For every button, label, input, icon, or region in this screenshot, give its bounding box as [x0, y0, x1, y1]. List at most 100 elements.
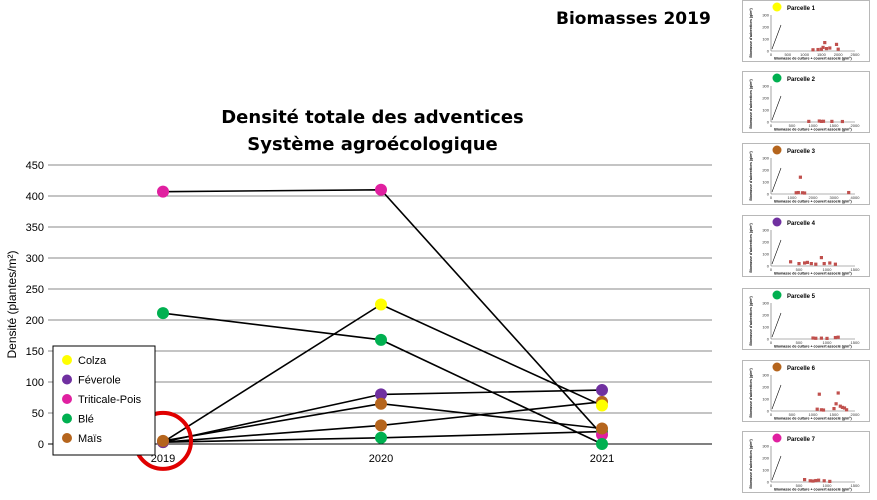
- thumbnail-x-tick: 1000: [809, 412, 819, 417]
- thumbnail-marker: [772, 217, 782, 227]
- thumbnail-x-tick: 1500: [851, 267, 861, 272]
- thumbnail-point: [828, 46, 832, 50]
- legend-label: Féverole: [78, 375, 121, 387]
- thumbnail-x-tick: 0: [770, 123, 773, 128]
- thumbnail-title: Parcelle 1: [787, 6, 816, 12]
- thumbnail-y-label: Biomasse d'adventices (g/m²): [749, 223, 753, 272]
- thumbnail-x-tick: 500: [796, 483, 803, 488]
- thumbnail-y-label: Biomasse d'adventices (g/m²): [749, 296, 753, 345]
- thumbnail-y-tick: 200: [762, 313, 769, 318]
- thumbnail-x-tick: 1500: [817, 52, 827, 57]
- thumbnail-y-tick: 100: [762, 325, 769, 330]
- thumbnail-point: [803, 191, 807, 195]
- thumbnail-y-tick: 100: [762, 180, 769, 185]
- thumbnail-y-tick: 100: [762, 108, 769, 113]
- thumbnail-y-tick: 200: [762, 168, 769, 173]
- thumbnail-plot: Parcelle 3 300 200 100 0 0 1000 2000 3000 4000 Bio…: [742, 143, 870, 205]
- thumbnail-title: Parcelle 5: [787, 294, 816, 300]
- thumbnail-x-tick: 2000: [834, 52, 844, 57]
- thumbnail-point: [840, 405, 844, 409]
- thumbnail-x-tick: 500: [784, 52, 791, 57]
- thumbnail-y-tick: 200: [762, 25, 769, 30]
- thumbnail-marker: [772, 145, 782, 155]
- thumbnail-point: [822, 262, 826, 266]
- thumbnail-point: [825, 336, 829, 340]
- thumbnail-x-tick: 2000: [851, 123, 861, 128]
- thumbnail-reference-line: [771, 167, 782, 193]
- thumbnail-point: [819, 408, 823, 412]
- thumbnail-x-tick: 500: [789, 412, 796, 417]
- data-point: [375, 388, 387, 401]
- series-line: [162, 437, 382, 443]
- thumbnail-title: Parcelle 6: [787, 366, 816, 372]
- thumbnail-reference-line: [771, 24, 782, 50]
- thumbnail-point: [840, 119, 844, 124]
- thumbnail-x-tick: 1000: [823, 267, 833, 272]
- thumbnail-y-tick: 100: [762, 37, 769, 42]
- thumbnail-y-tick: 200: [762, 456, 769, 461]
- chart-subtitle: Système agroécologique: [247, 134, 498, 155]
- thumbnail-point: [819, 119, 823, 123]
- page-title: Biomasses 2019: [556, 9, 711, 29]
- data-point: [157, 434, 169, 447]
- thumbnail-point: [794, 191, 798, 195]
- thumbnail-point: [796, 190, 800, 195]
- data-point: [157, 185, 169, 198]
- thumbnail-x-label: Biomasse de culture + couvert associé (g…: [774, 345, 852, 349]
- thumbnail-y-tick: 0: [767, 120, 770, 125]
- thumbnail-title: Parcelle 4: [787, 221, 816, 227]
- y-tick-label: 300: [26, 253, 44, 265]
- thumbnail-title: Parcelle 3: [787, 149, 816, 155]
- thumbnail-y-tick: 0: [767, 264, 770, 269]
- thumbnail-y-label: Biomasse d'adventices (g/m²): [749, 151, 753, 200]
- thumbnail-point: [798, 175, 802, 179]
- legend-label: Blé: [78, 414, 94, 426]
- thumbnail-point: [808, 479, 812, 483]
- thumbnail-x-tick: 1000: [823, 340, 833, 345]
- data-point: [375, 298, 387, 311]
- thumbnail-x-tick: 500: [789, 123, 796, 128]
- legend-swatch: [62, 413, 72, 424]
- thumbnail-x-tick: 1000: [788, 195, 798, 200]
- thumbnail-point: [819, 47, 823, 51]
- thumbnail-point: [807, 119, 811, 123]
- legend: Colza Féverole Triticale-Pois Blé Maïs: [52, 345, 156, 456]
- thumbnail-point: [824, 47, 829, 51]
- thumbnail-x-tick: 1000: [809, 123, 819, 128]
- thumbnail-y-tick: 300: [762, 13, 769, 18]
- x-tick-label: 2019: [151, 453, 175, 465]
- data-point: [375, 419, 387, 432]
- thumbnail-point: [819, 256, 823, 260]
- thumbnail-point: [811, 336, 815, 340]
- thumbnail-x-tick: 500: [796, 267, 803, 272]
- data-point: [375, 431, 387, 444]
- thumbnail-x-tick: 0: [770, 52, 773, 57]
- data-point: [596, 384, 608, 397]
- thumbnail-point: [830, 119, 834, 123]
- y-tick-label: 150: [26, 346, 44, 358]
- thumbnail-y-tick: 300: [762, 444, 769, 449]
- thumbnail-x-tick: 2000: [809, 195, 819, 200]
- thumbnail-point: [845, 408, 849, 412]
- thumbnail-y-tick: 0: [767, 409, 770, 414]
- thumbnail-x-label: Biomasse de culture + couvert associé (g…: [774, 272, 852, 276]
- thumbnail-x-tick: 0: [770, 195, 773, 200]
- thumbnail-point: [814, 262, 818, 266]
- thumbnail-point: [836, 391, 840, 395]
- thumbnail-y-label: Biomasse d'adventices (g/m²): [749, 368, 753, 417]
- thumbnail-title: Parcelle 7: [787, 437, 816, 443]
- thumbnail-y-tick: 300: [762, 84, 769, 89]
- thumbnail-plot: Parcelle 6 300 200 100 0 0 500 1000 1500 2000 Biom…: [742, 360, 870, 422]
- thumbnail-x-tick: 0: [770, 412, 773, 417]
- thumbnail-x-tick: 3000: [830, 195, 840, 200]
- thumbnail-y-tick: 100: [762, 397, 769, 402]
- legend-swatch: [62, 374, 72, 385]
- y-tick-label: 100: [26, 377, 44, 389]
- thumbnail-plot: Parcelle 2 300 200 100 0 0 500 1000 1500 2000 Biom…: [742, 71, 870, 133]
- density-line-chart: 0 50 100 150 200 250 300 350 400 450 2019 2020 2021 D…: [5, 160, 712, 471]
